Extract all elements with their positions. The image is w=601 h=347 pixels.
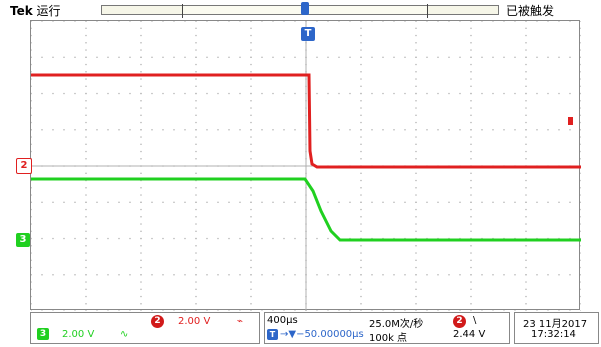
trigger-status-label: 已被触发 xyxy=(506,4,555,18)
run-state-label: 运行 xyxy=(36,4,61,18)
bottom-readouts: 2 2.00 V ⌁ 3 2.00 V ∿ 400µs T →▼−50.0000… xyxy=(30,310,601,347)
ch2-badge[interactable]: 2 xyxy=(151,315,164,328)
ch3-waveform xyxy=(31,177,581,242)
date-label: 23 11月2017 xyxy=(523,319,588,330)
time-label: 17:32:14 xyxy=(531,329,576,340)
ch2-badge-label: 2 xyxy=(154,316,161,326)
trigger-level: 2.44 V xyxy=(453,329,486,340)
trigger-source-label: 2 xyxy=(456,316,463,326)
trigger-position-marker[interactable] xyxy=(301,2,309,15)
brand-run-state: Tek 运行 xyxy=(10,2,61,19)
record-timeline[interactable] xyxy=(101,4,499,18)
ch3-badge[interactable]: 3 xyxy=(37,328,49,340)
ch2-marker-label: 2 xyxy=(20,160,28,171)
ch3-coupling-icon: ∿ xyxy=(120,329,129,340)
ch3-scale: 2.00 V xyxy=(62,329,95,340)
ch2-ground-marker[interactable]: 2 xyxy=(16,158,32,174)
ch2-coupling-icon: ⌁ xyxy=(237,316,244,327)
trigger-level-marker-icon[interactable] xyxy=(568,117,573,125)
sample-rate: 25.0M次/秒 xyxy=(369,319,424,330)
ch2-scale: 2.00 V xyxy=(178,316,211,327)
trigger-position-icon: T xyxy=(267,329,278,340)
scope-display: T xyxy=(30,20,581,311)
timeline-tick xyxy=(427,4,428,18)
trigger-source-badge[interactable]: 2 xyxy=(453,315,466,328)
trigger-slope-icon: \ xyxy=(473,315,477,326)
ch2-waveform xyxy=(31,73,581,169)
waveform-plot xyxy=(31,21,581,311)
top-status-bar: Tek 运行 已被触发 xyxy=(0,0,601,20)
trigger-position-icon-label: T xyxy=(269,330,276,339)
ch3-ground-marker[interactable]: 3 xyxy=(16,233,30,247)
brand-label: Tek xyxy=(10,4,33,18)
timeline-tick xyxy=(182,4,183,18)
channel-readout-panel[interactable]: 2 2.00 V ⌁ 3 2.00 V ∿ xyxy=(30,312,260,344)
timebase-readout-panel[interactable]: 400µs T →▼−50.00000µs 25.0M次/秒 100k 点 2 … xyxy=(264,312,510,344)
datetime-panel: 23 11月2017 17:32:14 xyxy=(514,312,599,344)
trigger-t-marker-icon[interactable]: T xyxy=(301,27,315,41)
ch3-badge-label: 3 xyxy=(39,329,47,339)
horizontal-scale: 400µs xyxy=(267,315,298,326)
record-length: 100k 点 xyxy=(369,333,408,344)
horizontal-position: →▼−50.00000µs xyxy=(280,329,364,340)
trigger-t-marker-label: T xyxy=(304,28,312,39)
ch3-marker-label: 3 xyxy=(19,234,27,245)
